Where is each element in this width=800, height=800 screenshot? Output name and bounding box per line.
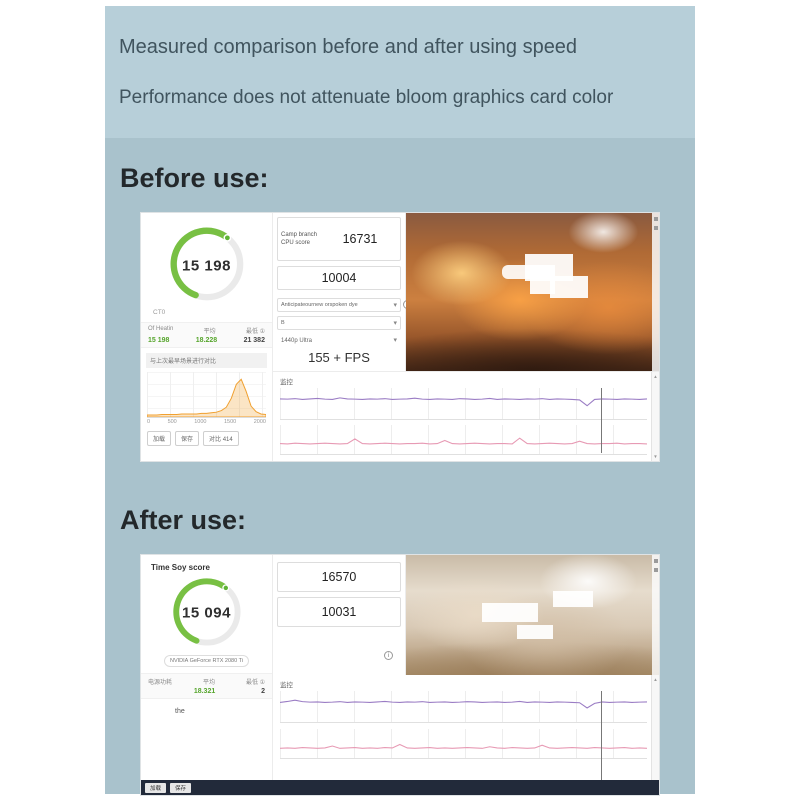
censor-block — [517, 624, 553, 639]
censor-block — [552, 591, 594, 607]
scroll-up-icon[interactable]: ▲ — [653, 677, 658, 682]
before-benchmark-screenshot: 15 198 CT0 Of Heatin 平均 最低 ① 15 198 18.2… — [140, 212, 660, 462]
game-side-toolbar[interactable] — [652, 213, 659, 371]
after-score-gauge: 15 094 — [171, 576, 243, 648]
censor-block — [481, 603, 538, 623]
gpu-name-pill: NVIDIA GeForce RTX 2080 Ti — [164, 655, 249, 667]
axis-tick: 1000 — [194, 419, 207, 425]
before-benchmark-score: 15 198 — [182, 257, 231, 275]
before-main-area: Camp branch CPU score 16731 10004 Antici… — [273, 213, 659, 461]
load-button[interactable]: 加载 — [147, 431, 172, 446]
footer-button-row: 加载 保存 对比 414 — [147, 431, 272, 446]
axis-tick: 1500 — [224, 419, 237, 425]
save-button[interactable]: 保存 — [175, 431, 200, 446]
gpu-histogram-chart — [147, 372, 266, 418]
comparison-panel: Before use: 15 198 CT0 Of Heatin 平均 — [105, 138, 695, 796]
monitor-cursor-line — [601, 388, 603, 453]
taskbar: 加载 保存 — [141, 780, 659, 795]
censor-block — [529, 265, 556, 294]
stat-avg-label: 平均 — [203, 329, 216, 335]
monitor-section-before: 监控 ▲ ▼ — [273, 371, 659, 461]
cpu-score-value: 16731 — [342, 232, 378, 246]
scene-dropdown-value: Anticipateournew orspoken dye — [281, 302, 358, 308]
censor-block — [550, 276, 589, 299]
gauge-arc-icon — [170, 227, 243, 301]
axis-tick: 0 — [147, 419, 151, 425]
gauge-arc-icon — [172, 578, 241, 646]
fps-readout: 155 + FPS — [308, 350, 370, 365]
cpu-score-column: Camp branch CPU score 16731 10004 Antici… — [273, 213, 412, 371]
stat-name-label: Of Heatin — [148, 326, 174, 332]
cpu-score-label: Camp branch CPU score — [281, 231, 318, 246]
option-dropdown-value: B — [281, 320, 285, 326]
monitor-scrollbar[interactable]: ▲ ▼ — [651, 372, 659, 461]
after-stats-table: 电源功耗 平均 最低 ① 18.321 2 — [141, 673, 272, 699]
toolbar-icon — [653, 226, 658, 230]
header-band: Measured comparison before and after usi… — [105, 6, 695, 138]
chevron-down-icon: ▾ — [393, 319, 397, 327]
game-screenshot-before — [406, 213, 659, 371]
scene-dropdown[interactable]: Anticipateournew orspoken dye ▾ i — [277, 298, 412, 312]
after-score-column: Time Soy score 15 094 NVIDIA GeForce RTX… — [141, 555, 273, 795]
toolbar-icon — [653, 568, 658, 572]
after-main-area: 16570 10031 i 监控 — [273, 555, 659, 795]
option-dropdown[interactable]: B ▾ — [277, 316, 401, 330]
stat-avg-value: 18.321 — [193, 688, 216, 695]
info-row: i — [275, 651, 403, 663]
info-icon[interactable]: i — [384, 651, 393, 660]
scroll-up-icon[interactable]: ▲ — [653, 374, 658, 379]
histogram-x-axis: 0 500 1000 1500 2000 — [147, 419, 266, 425]
before-use-heading: Before use: — [120, 163, 269, 193]
preset-dropdown[interactable]: 1440p Ultra ▾ — [281, 337, 397, 344]
stat-score-value: 15 198 — [148, 337, 170, 344]
monitor-label: 监控 — [280, 682, 293, 689]
monitor-cursor-line — [601, 691, 603, 787]
headline-secondary: Performance does not attenuate bloom gra… — [119, 87, 614, 108]
chevron-down-icon: ▾ — [393, 337, 397, 344]
after-panel-title: Time Soy score — [151, 563, 210, 572]
compare-note: 与上次最早场景进行对比 — [146, 353, 267, 368]
after-score-boxes: 16570 10031 i — [273, 555, 406, 675]
monitor-label: 监控 — [280, 379, 293, 386]
before-stats-table: Of Heatin 平均 最低 ① 15 198 18.228 21 382 — [141, 322, 272, 348]
load-button[interactable]: 加载 — [145, 782, 167, 793]
chevron-down-icon: ▾ — [393, 301, 397, 309]
power-monitor-chart — [280, 425, 647, 455]
stat-avg-value: 18.228 — [195, 337, 218, 344]
after-benchmark-score: 15 094 — [182, 604, 231, 622]
stat-avg-label: 平均 — [202, 680, 215, 686]
secondary-score-box: 10004 — [277, 266, 401, 290]
stat-name-label: 电源功耗 — [148, 680, 173, 686]
after-benchmark-screenshot: Time Soy score 15 094 NVIDIA GeForce RTX… — [140, 554, 660, 796]
stat-min-value: 2 — [261, 688, 265, 695]
score-box-1: 16570 — [277, 562, 401, 592]
axis-tick: 2000 — [253, 419, 266, 425]
gauge-caption: CT0 — [153, 309, 166, 316]
stat-min-label: 最低 ① — [245, 329, 265, 335]
sub-text: the — [175, 708, 185, 715]
monitor-section-after: 监控 ▲ ▼ — [273, 675, 659, 795]
power-monitor-chart — [280, 729, 647, 759]
toolbar-icon — [653, 217, 658, 221]
headline-primary: Measured comparison before and after usi… — [119, 36, 578, 58]
stat-min-label: 最低 ① — [245, 680, 265, 686]
game-screenshot-after — [406, 555, 659, 675]
fps-monitor-chart — [280, 691, 647, 723]
scroll-down-icon[interactable]: ▼ — [653, 454, 658, 459]
after-use-heading: After use: — [120, 505, 247, 535]
before-score-gauge: 15 198 — [168, 225, 246, 303]
compare-button[interactable]: 对比 414 — [203, 431, 239, 446]
score-box-2: 10031 — [277, 597, 401, 627]
cpu-score-box: Camp branch CPU score 16731 — [277, 217, 401, 261]
fps-monitor-chart — [280, 388, 647, 420]
monitor-scrollbar[interactable]: ▲ ▼ — [651, 675, 659, 795]
before-score-column: 15 198 CT0 Of Heatin 平均 最低 ① 15 198 18.2… — [141, 213, 273, 461]
axis-tick: 500 — [167, 419, 177, 425]
toolbar-icon — [653, 559, 658, 563]
save-button[interactable]: 保存 — [170, 782, 192, 793]
game-side-toolbar[interactable] — [652, 555, 659, 675]
preset-value: 1440p Ultra — [281, 337, 313, 344]
stat-min-value: 21 382 — [243, 337, 265, 344]
